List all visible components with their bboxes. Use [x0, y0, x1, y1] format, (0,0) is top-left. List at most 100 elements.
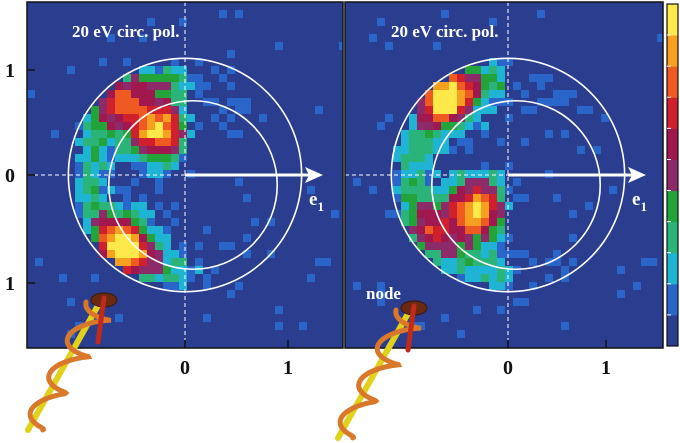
heatmap-cell — [83, 162, 91, 170]
heatmap-cell — [163, 130, 171, 138]
heatmap-cell — [481, 218, 489, 226]
heatmap-cell — [425, 178, 433, 186]
heatmap-cell — [425, 114, 433, 122]
heatmap-cell — [123, 74, 131, 82]
heatmap-cell — [115, 210, 123, 218]
heatmap-cell — [481, 130, 489, 138]
heatmap-cell — [227, 242, 235, 250]
heatmap-cell — [473, 82, 481, 90]
heatmap-cell — [147, 226, 155, 234]
heatmap-cell — [243, 234, 251, 242]
heatmap-cell — [107, 250, 115, 258]
heatmap-cell — [179, 282, 187, 290]
heatmap-cell — [211, 114, 219, 122]
heatmap-cell — [441, 138, 449, 146]
heatmap-cell — [521, 298, 529, 306]
heatmap-cell — [179, 258, 187, 266]
heatmap-cell — [465, 138, 473, 146]
heatmap-cell — [513, 82, 521, 90]
heatmap-cell — [91, 210, 99, 218]
heatmap-cell — [139, 266, 147, 274]
heatmap-cell — [409, 130, 417, 138]
heatmap-cell — [123, 266, 131, 274]
heatmap-cell — [561, 130, 569, 138]
heatmap-cell — [163, 162, 171, 170]
heatmap-cell — [75, 178, 83, 186]
heatmap-cell — [449, 234, 457, 242]
heatmap-cell — [569, 210, 577, 218]
heatmap-cell — [497, 194, 505, 202]
heatmap-cell — [497, 266, 505, 274]
heatmap-cell — [417, 122, 425, 130]
heatmap-cell — [195, 266, 203, 274]
heatmap-cell — [107, 234, 115, 242]
heatmap-cell — [195, 90, 203, 98]
heatmap-cell — [75, 202, 83, 210]
heatmap-cell — [171, 114, 179, 122]
heatmap-cell — [433, 122, 441, 130]
heatmap-cell — [83, 170, 91, 178]
helix-top-segment — [95, 295, 107, 345]
heatmap-cell — [163, 250, 171, 258]
heatmap-panel-right: e1 20 eV circ. pol. node — [345, 2, 663, 348]
heatmap-cell — [91, 234, 99, 242]
heatmap-cell — [457, 114, 465, 122]
panel-title: 20 eV circ. pol. — [391, 22, 499, 41]
heatmap-cell — [147, 210, 155, 218]
heatmap-cell — [219, 106, 227, 114]
heatmap-cell — [481, 66, 489, 74]
heatmap-cell — [171, 154, 179, 162]
heatmap-cell — [259, 114, 267, 122]
heatmap-cell — [171, 218, 179, 226]
heatmap-cell — [115, 130, 123, 138]
heatmap-cell — [115, 106, 123, 114]
heatmap-cell — [473, 306, 481, 314]
heatmap-cell — [131, 114, 139, 122]
heatmap-cell — [179, 114, 187, 122]
heatmap-cell — [227, 290, 235, 298]
heatmap-cell — [147, 242, 155, 250]
heatmap-cell — [51, 130, 59, 138]
heatmap-cell — [99, 242, 107, 250]
heatmap-cell — [473, 202, 481, 210]
heatmap-cell — [577, 106, 585, 114]
heatmap-cell — [465, 82, 473, 90]
heatmap-cell — [163, 234, 171, 242]
heatmap-cell — [99, 138, 107, 146]
heatmap-cell — [203, 274, 211, 282]
heatmap-cell — [107, 98, 115, 106]
heatmap-cell — [449, 194, 457, 202]
heatmap-cell — [235, 178, 243, 186]
heatmap-cell — [497, 170, 505, 178]
heatmap-cell — [171, 162, 179, 170]
heatmap-cell — [417, 98, 425, 106]
heatmap-cell — [123, 258, 131, 266]
circle-overlay: e1 — [27, 2, 324, 348]
heatmap-cell — [99, 218, 107, 226]
heatmap-cell — [59, 274, 67, 282]
heatmap-cell — [465, 186, 473, 194]
heatmap-cell — [513, 298, 521, 306]
heatmap-cell — [155, 170, 163, 178]
heatmap-cell — [433, 186, 441, 194]
heatmap-cell — [473, 266, 481, 274]
heatmap-cell — [633, 282, 641, 290]
heatmap-cell — [131, 162, 139, 170]
heatmap-cell — [179, 138, 187, 146]
heatmap-cell — [131, 98, 139, 106]
heatmap-cell — [155, 266, 163, 274]
heatmap-cell — [449, 82, 457, 90]
heatmap-cell — [155, 130, 163, 138]
heatmap-cell — [497, 186, 505, 194]
heatmap-cell — [433, 82, 441, 90]
heatmap-cell — [481, 242, 489, 250]
heatmap-cell — [417, 114, 425, 122]
colorbar-segment — [667, 221, 678, 254]
e1-axis-subscript: 1 — [317, 199, 324, 214]
heatmap-cell — [425, 170, 433, 178]
heatmap-cell — [115, 314, 123, 322]
heatmap-cell — [147, 146, 155, 154]
heatmap-cell — [107, 122, 115, 130]
colorbar-frame — [666, 3, 679, 347]
heatmap-cell — [91, 226, 99, 234]
